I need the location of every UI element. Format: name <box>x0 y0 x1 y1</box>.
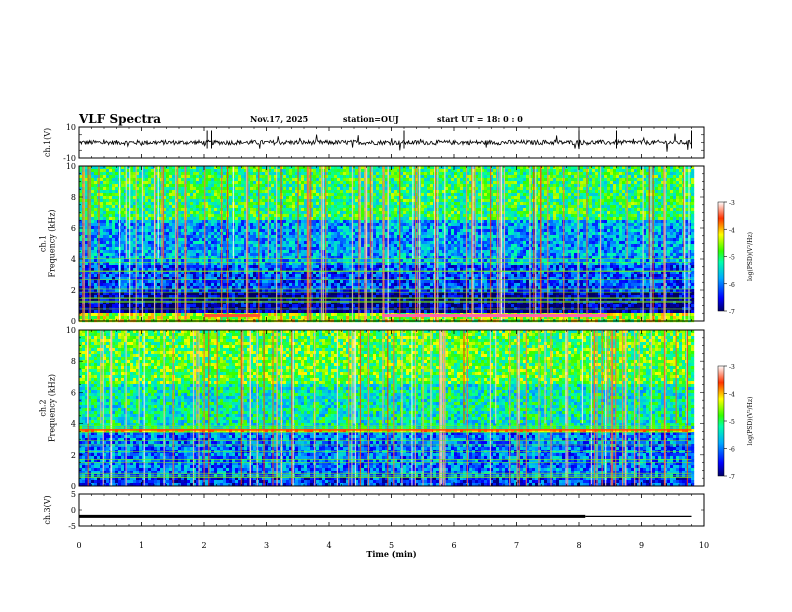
colorbar-tick-label: -6 <box>729 282 735 289</box>
x-axis-label: Time (min) <box>366 549 416 559</box>
spectrogram-2-y-tick-label: 6 <box>71 388 76 397</box>
impulse-streak <box>111 330 112 424</box>
spectrogram-1 <box>79 166 694 322</box>
colorbar-label: log(PSD)(V²/Hz) <box>747 397 754 446</box>
impulse-streak <box>126 166 127 259</box>
impulse-streak <box>676 330 677 424</box>
impulse-streak <box>242 330 243 424</box>
spectrogram-2-y-tick-label: 4 <box>71 420 76 429</box>
colorbar-tick-label: -7 <box>729 474 735 481</box>
impulse-streak <box>87 330 88 424</box>
impulse-streak <box>217 330 218 424</box>
x-tick-label: 6 <box>451 541 456 550</box>
impulse-streak <box>354 330 355 424</box>
impulse-streak <box>607 330 608 424</box>
impulse-streak <box>163 166 164 259</box>
spectrogram-1-y-tick-label: 10 <box>66 162 76 171</box>
x-tick-label: 4 <box>326 541 331 550</box>
ch3-y-tick-label: -5 <box>68 522 76 531</box>
impulse-streak <box>544 330 545 424</box>
vlf-figure: 10-10ch.1(V)0246810ch.1 Frequency (kHz)-3… <box>0 0 792 612</box>
colorbar-tick-label: -4 <box>729 392 735 399</box>
ch3-frame <box>79 494 704 526</box>
spectrogram-1-y-tick-label: 8 <box>71 193 76 202</box>
ch3-y-tick-label: 0 <box>71 506 76 515</box>
impulse-streak <box>268 166 269 259</box>
lowfreq-emission <box>382 314 607 317</box>
impulse-streak <box>100 330 101 424</box>
x-tick-label: 2 <box>201 541 206 550</box>
colorbar-tick-label: -4 <box>729 227 735 234</box>
spectrogram-1-y-tick-label: 6 <box>71 224 76 233</box>
impulse-streak <box>475 166 476 259</box>
impulse-streak <box>627 166 628 259</box>
impulse-streak <box>412 166 413 259</box>
colorbar-tick-label: -3 <box>729 200 735 207</box>
lowfreq-emission <box>204 314 260 317</box>
colorbar-tick-label: -5 <box>729 419 735 426</box>
ch1-y-tick-label: 10 <box>66 123 76 132</box>
spectrogram-1-y-tick-label: 2 <box>71 286 76 295</box>
x-tick-label: 0 <box>76 541 81 550</box>
x-tick-label: 3 <box>264 541 269 550</box>
colorbar-label: log(PSD)(V²/Hz) <box>747 232 754 281</box>
x-tick-label: 7 <box>514 541 519 550</box>
impulse-streak <box>463 330 464 424</box>
spectrogram-2-y-label: Frequency (kHz) <box>48 374 57 442</box>
impulse-streak <box>297 166 298 259</box>
impulse-streak <box>87 166 88 259</box>
ch3-y-tick-label: 5 <box>71 490 76 499</box>
spectrogram-2-y-tick-label: 2 <box>71 451 76 460</box>
ch1-trace <box>79 134 691 152</box>
spectrogram-2 <box>79 330 694 486</box>
colorbar-1 <box>718 202 724 311</box>
impulse-streak <box>158 166 159 259</box>
impulse-streak <box>518 330 519 424</box>
colorbar-tick-label: -5 <box>729 255 735 262</box>
impulse-streak <box>495 330 496 424</box>
spectrogram-1-y-label: Frequency (kHz) <box>48 209 57 277</box>
impulse-streak <box>366 166 367 259</box>
spectrogram-1-y-tick-label: 0 <box>71 317 76 326</box>
colorbar-2 <box>718 366 724 476</box>
spectrogram-2-y-tick-label: 10 <box>66 326 76 335</box>
spectrogram-1-y-tick-label: 4 <box>71 255 76 264</box>
x-tick-label: 9 <box>639 541 644 550</box>
spectrogram-1-y-label: ch.1 <box>39 235 48 252</box>
x-tick-label: 8 <box>576 541 581 550</box>
spectrogram-2-y-tick-label: 8 <box>71 357 76 366</box>
impulse-streak <box>233 166 234 259</box>
ch1-y-label: ch.1(V) <box>43 128 52 157</box>
x-tick-label: 10 <box>699 541 709 550</box>
ch3-y-label: ch.3(V) <box>43 495 52 524</box>
colorbar-tick-label: -3 <box>729 364 735 371</box>
x-tick-label: 1 <box>139 541 144 550</box>
impulse-streak <box>360 166 361 259</box>
impulse-streak <box>582 330 583 424</box>
impulse-streak <box>649 166 650 259</box>
spectrogram-2-y-label: ch.2 <box>39 399 48 416</box>
colorbar-tick-label: -6 <box>729 447 735 454</box>
impulse-streak <box>196 330 197 424</box>
impulse-streak <box>139 330 140 424</box>
impulse-streak <box>382 330 383 424</box>
impulse-streak <box>370 166 371 259</box>
colorbar-tick-label: -7 <box>729 309 735 316</box>
